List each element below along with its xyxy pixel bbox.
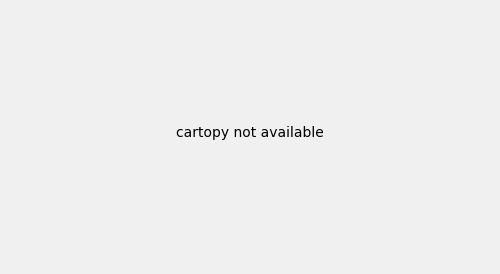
Text: cartopy not available: cartopy not available <box>176 126 324 140</box>
